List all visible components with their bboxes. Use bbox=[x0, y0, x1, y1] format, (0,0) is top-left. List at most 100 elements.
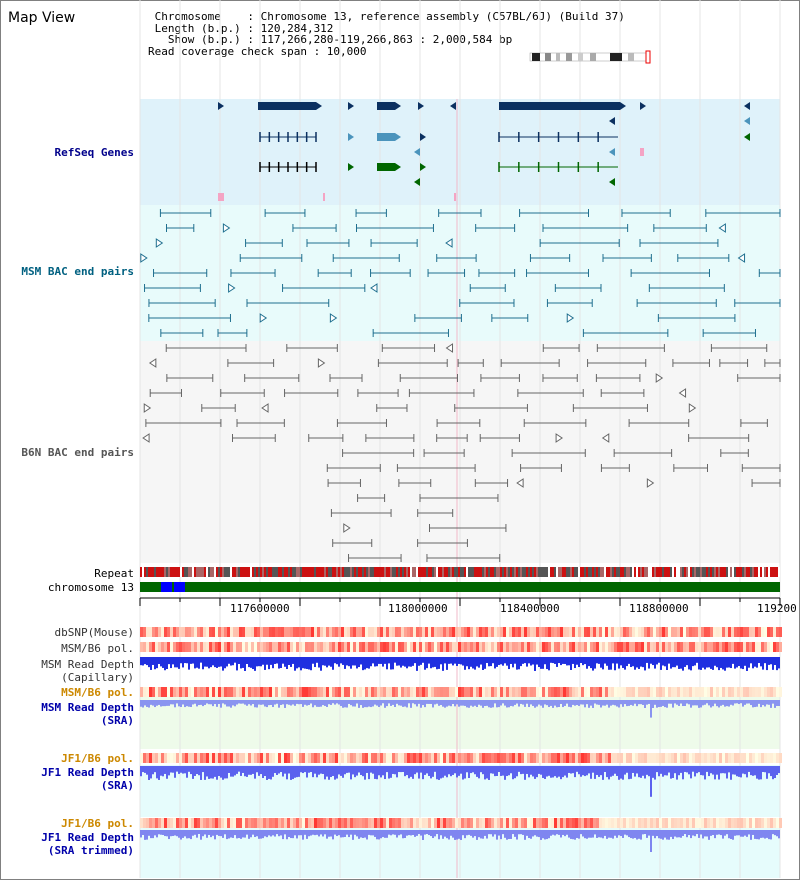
polymorphism-mark bbox=[320, 753, 323, 763]
polymorphism-mark bbox=[557, 818, 560, 828]
track-label-msm-read-depth-cap[interactable]: MSM Read Depth bbox=[41, 658, 134, 671]
read-depth-bar bbox=[656, 766, 658, 773]
read-depth-bar bbox=[438, 700, 440, 706]
polymorphism-mark bbox=[245, 627, 248, 637]
read-depth-bar bbox=[270, 700, 272, 705]
read-depth-bar bbox=[612, 830, 614, 839]
repeat-mark bbox=[392, 567, 394, 577]
read-depth-bar bbox=[696, 766, 698, 774]
repeat-mark bbox=[234, 567, 236, 577]
polymorphism-mark bbox=[386, 818, 389, 828]
polymorphism-mark bbox=[566, 818, 569, 828]
polymorphism-mark bbox=[203, 818, 206, 828]
read-depth-bar bbox=[488, 830, 490, 835]
read-depth-bar bbox=[304, 700, 306, 705]
polymorphism-mark bbox=[623, 687, 626, 697]
polymorphism-mark bbox=[449, 753, 452, 763]
read-depth-bar bbox=[300, 657, 302, 671]
polymorphism-mark bbox=[590, 753, 593, 763]
read-depth-bar bbox=[428, 830, 430, 836]
polymorphism-mark bbox=[296, 818, 299, 828]
read-depth-bar bbox=[442, 657, 444, 671]
read-depth-bar bbox=[764, 657, 766, 664]
read-depth-bar bbox=[604, 766, 606, 772]
read-depth-bar bbox=[486, 830, 488, 839]
read-depth-bar bbox=[734, 700, 736, 704]
read-depth-bar bbox=[148, 830, 150, 836]
polymorphism-mark bbox=[548, 818, 551, 828]
track-label-jf1-b6-pol-trimmed[interactable]: JF1/B6 pol. bbox=[61, 817, 134, 830]
read-depth-bar bbox=[620, 830, 622, 837]
repeat-mark bbox=[436, 567, 438, 577]
read-depth-bar bbox=[286, 700, 288, 705]
read-depth-bar bbox=[620, 657, 622, 666]
read-depth-bar bbox=[624, 766, 626, 775]
read-depth-bar bbox=[650, 700, 652, 718]
polymorphism-mark bbox=[641, 753, 644, 763]
read-depth-bar bbox=[518, 657, 520, 670]
polymorphism-mark bbox=[596, 687, 599, 697]
polymorphism-mark bbox=[581, 627, 584, 637]
track-label-jf1-b6-pol[interactable]: JF1/B6 pol. bbox=[61, 752, 134, 765]
polymorphism-mark bbox=[479, 627, 482, 637]
polymorphism-mark bbox=[557, 642, 560, 652]
polymorphism-mark bbox=[581, 753, 584, 763]
repeat-mark bbox=[578, 567, 580, 577]
track-label-jf1-read-depth-trimmed[interactable]: JF1 Read Depth bbox=[41, 831, 134, 844]
polymorphism-mark bbox=[581, 687, 584, 697]
polymorphism-mark bbox=[338, 818, 341, 828]
polymorphism-mark bbox=[704, 818, 707, 828]
read-depth-bar bbox=[662, 830, 664, 840]
polymorphism-mark bbox=[728, 627, 731, 637]
read-depth-bar bbox=[708, 657, 710, 668]
read-depth-bar bbox=[672, 766, 674, 778]
polymorphism-mark bbox=[191, 687, 194, 697]
track-label-repeat[interactable]: Repeat bbox=[94, 567, 134, 580]
read-depth-bar bbox=[740, 657, 742, 669]
polymorphism-mark bbox=[680, 753, 683, 763]
read-depth-bar bbox=[216, 700, 218, 707]
read-depth-bar bbox=[716, 657, 718, 668]
read-depth-bar bbox=[744, 700, 746, 705]
polymorphism-mark bbox=[521, 687, 524, 697]
read-depth-bar bbox=[534, 830, 536, 836]
track-label-b6n-bac[interactable]: B6N BAC end pairs bbox=[21, 446, 134, 459]
track-label-refseq[interactable]: RefSeq Genes bbox=[54, 146, 134, 159]
read-depth-bar bbox=[434, 830, 436, 837]
track-label-msm-read-depth-sra[interactable]: MSM Read Depth bbox=[41, 701, 134, 714]
read-depth-bar bbox=[550, 830, 552, 836]
read-depth-bar bbox=[332, 700, 334, 704]
track-label-msm-b6-pol[interactable]: MSM/B6 pol. bbox=[61, 642, 134, 655]
repeat-mark bbox=[306, 567, 308, 577]
repeat-mark bbox=[232, 567, 234, 577]
read-depth-bar bbox=[346, 657, 348, 666]
track-label-msm-b6-pol-sra[interactable]: MSM/B6 pol. bbox=[61, 686, 134, 699]
polymorphism-mark bbox=[332, 818, 335, 828]
track-label-chromosome[interactable]: chromosome 13 bbox=[47, 581, 134, 594]
read-depth-bar bbox=[390, 657, 392, 670]
polymorphism-mark bbox=[326, 687, 329, 697]
track-label-jf1-read-depth[interactable]: JF1 Read Depth bbox=[41, 766, 134, 779]
read-depth-bar bbox=[614, 700, 616, 706]
axis-tick-label: 119200 bbox=[757, 602, 797, 615]
polymorphism-mark bbox=[524, 753, 527, 763]
polymorphism-mark bbox=[341, 627, 344, 637]
read-depth-bar bbox=[244, 700, 246, 705]
polymorphism-mark bbox=[548, 753, 551, 763]
polymorphism-mark bbox=[299, 642, 302, 652]
polymorphism-mark bbox=[500, 818, 503, 828]
read-depth-bar bbox=[690, 766, 692, 779]
polymorphism-mark bbox=[617, 642, 620, 652]
read-depth-bar bbox=[392, 830, 394, 835]
track-label-msm-bac[interactable]: MSM BAC end pairs bbox=[21, 265, 134, 278]
polymorphism-mark bbox=[200, 642, 203, 652]
read-depth-bar bbox=[586, 700, 588, 705]
read-depth-bar bbox=[414, 700, 416, 705]
read-depth-bar bbox=[330, 657, 332, 667]
polymorphism-mark bbox=[734, 627, 737, 637]
polymorphism-mark bbox=[491, 642, 494, 652]
read-depth-bar bbox=[656, 830, 658, 837]
track-label-dbsnp[interactable]: dbSNP(Mouse) bbox=[54, 626, 134, 639]
polymorphism-mark bbox=[467, 627, 470, 637]
